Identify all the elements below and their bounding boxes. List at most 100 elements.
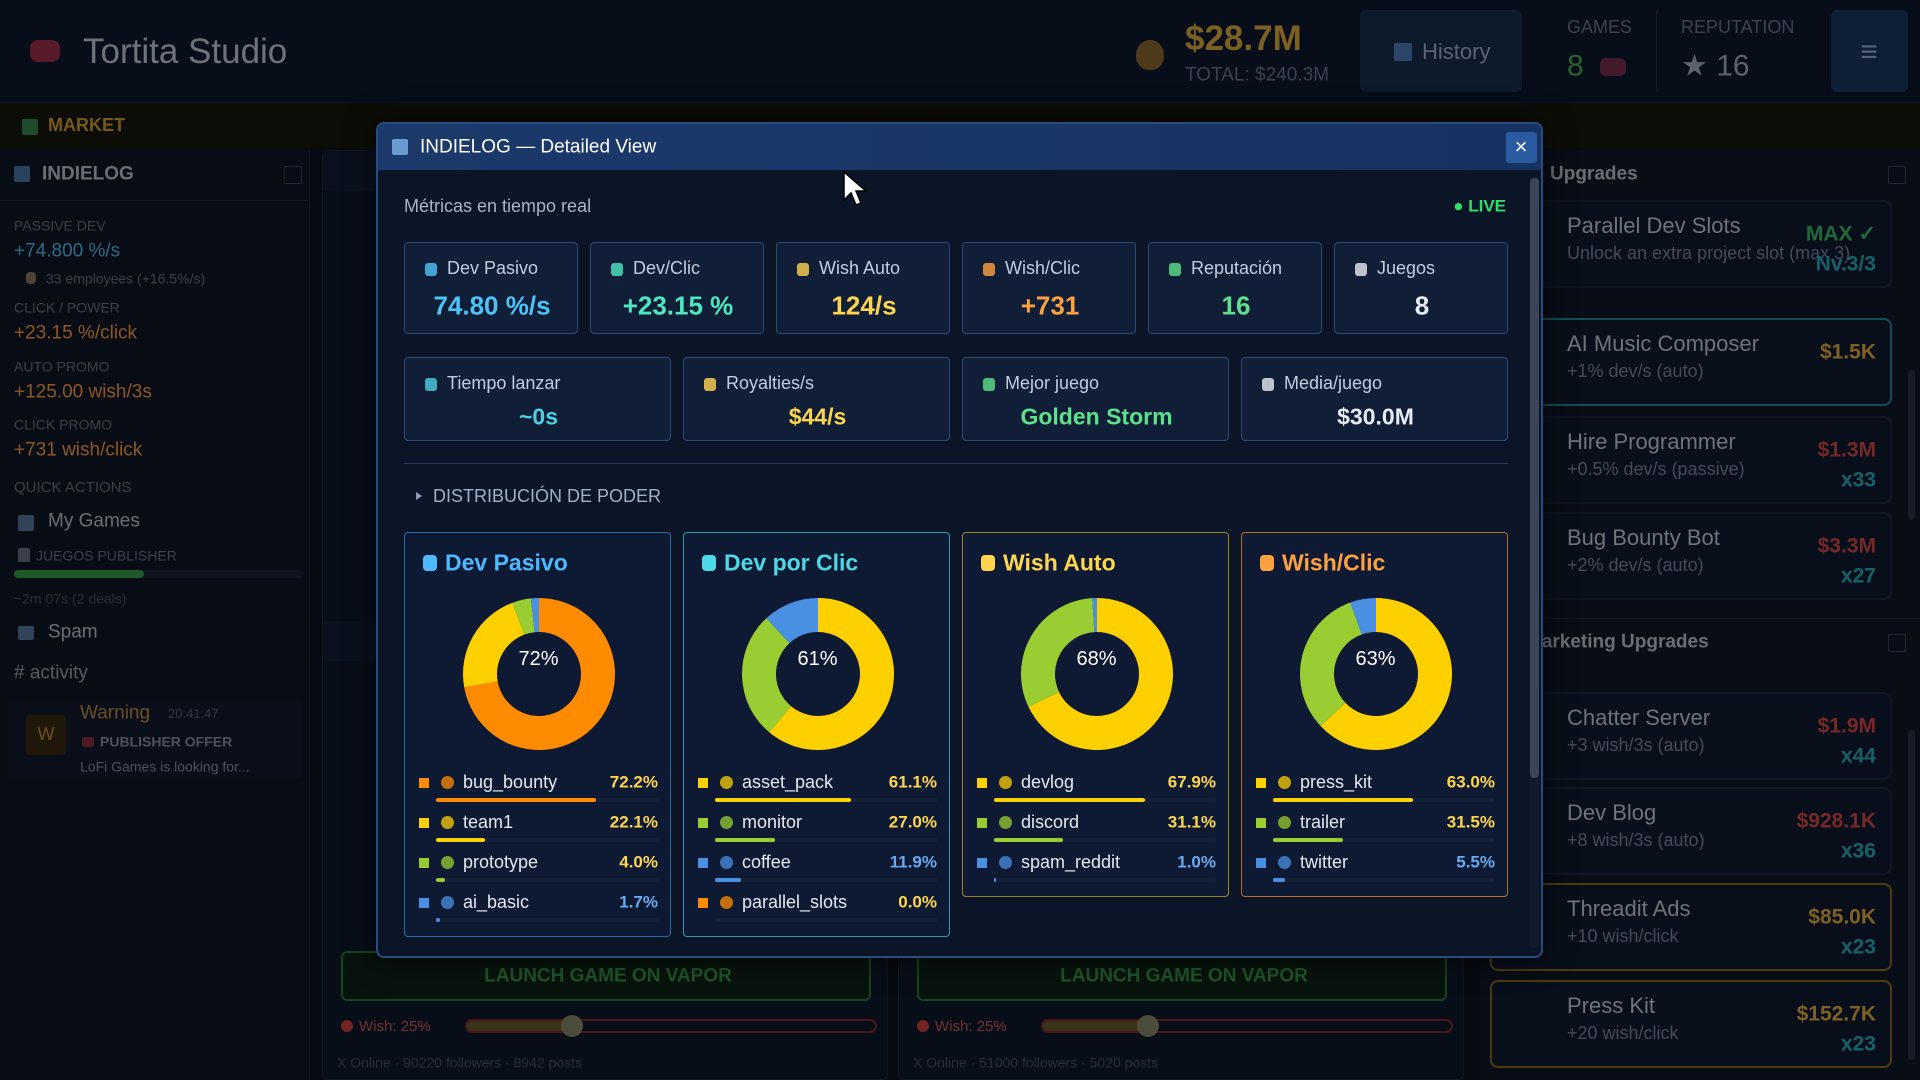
legend-swatch (698, 898, 708, 908)
sidebar: INDIELOG PASSIVE DEV +74.800 %/s 33 employe… (0, 150, 310, 1080)
item-name: coffee (742, 852, 791, 873)
upgrade-card[interactable]: Parallel Dev Slots Unlock an extra projec… (1490, 200, 1892, 288)
metric-label: Tiempo lanzar (447, 373, 561, 394)
metric-icon (797, 263, 809, 276)
upgrade-price: MAX ✓ (1805, 222, 1876, 246)
item-percent: 5.5% (1456, 852, 1495, 872)
menu-button[interactable]: ≡ (1831, 10, 1908, 92)
money-total: TOTAL: $240.3M (1185, 64, 1329, 86)
my-games[interactable]: My Games (48, 510, 140, 532)
launch-button[interactable]: LAUNCH GAME ON VAPOR (917, 951, 1447, 1001)
legend-swatch (419, 898, 429, 908)
distribution-icon (981, 555, 995, 571)
wish-knob (1137, 1015, 1159, 1037)
collapse-button[interactable] (1888, 166, 1906, 184)
donut (741, 598, 894, 750)
sidebar-title: INDIELOG (42, 163, 134, 185)
upgrade-card[interactable]: Threadit Ads +10 wish/click $85.0K x23 (1490, 883, 1892, 971)
market-tab[interactable]: MARKET (48, 115, 125, 136)
publisher-note: ~2m 07s (2 deals) (14, 590, 127, 607)
metric-card: Reputación 16 (1148, 242, 1322, 334)
upgrade-name: Threadit Ads (1567, 895, 1691, 921)
metric-label: Wish Auto (819, 258, 901, 279)
upgrade-card[interactable]: Press Kit +20 wish/click $152.7K x23 (1490, 980, 1892, 1068)
stat-label: AUTO PROMO (14, 358, 110, 375)
collapse-button[interactable] (284, 166, 302, 184)
collapse-button[interactable] (1888, 634, 1906, 652)
heart-icon (341, 1020, 353, 1032)
donut-segment (1320, 598, 1452, 750)
upgrade-card[interactable]: AI Music Composer +1% dev/s (auto) $1.5K (1490, 318, 1892, 406)
modal-icon (392, 139, 408, 155)
history-label: History (1422, 38, 1491, 64)
stat-note: 33 employees (+16.5%/s) (46, 270, 206, 287)
game-footer: X Online · 90220 followers · 8942 posts (337, 1054, 583, 1071)
metric-icon (983, 378, 995, 391)
metric-value: Golden Storm (1020, 403, 1173, 430)
item-name: asset_pack (742, 772, 834, 793)
scrollbar-thumb (1908, 730, 1915, 1060)
donut-segment (530, 598, 539, 633)
upgrade-card[interactable]: Chatter Server +3 wish/3s (auto) $1.9M x44 (1490, 692, 1892, 780)
item-percent: 72.2% (609, 772, 658, 792)
spam[interactable]: Spam (48, 621, 98, 643)
close-button[interactable]: × (1506, 132, 1537, 163)
upgrade-name: Dev Blog (1567, 799, 1657, 825)
publisher-label: JUEGOS PUBLISHER (36, 547, 177, 564)
modal: INDIELOG — Detailed View × Métricas en tie… (376, 122, 1543, 958)
legend-swatch (1256, 818, 1266, 828)
divider (0, 200, 310, 201)
wish-fill (467, 1021, 571, 1031)
upgrade-card[interactable]: Dev Blog +8 wish/3s (auto) $928.1K x36 (1490, 787, 1892, 875)
item-icon (720, 856, 733, 869)
upgrade-price: $3.3M (1817, 534, 1876, 558)
metric-icon (983, 263, 995, 276)
distribution-title: Wish Auto (1003, 549, 1116, 576)
item-bar (1273, 798, 1413, 802)
stat-value: +74.800 %/s (14, 240, 121, 262)
legend-swatch (698, 818, 708, 828)
message-time: 20:41:47 (168, 705, 219, 721)
metric-card: Wish Auto 124/s (776, 242, 950, 334)
item-bar (436, 918, 440, 922)
upgrade-card[interactable]: Bug Bounty Bot +2% dev/s (auto) $3.3M x27 (1490, 512, 1892, 600)
upgrades-panel: Upgrades Parallel Dev Slots Unlock an extr… (1480, 150, 1920, 1080)
modal-title: INDIELOG — Detailed View (420, 136, 657, 158)
metric-icon (704, 378, 716, 391)
upgrade-level: x23 (1840, 1032, 1876, 1056)
item-name: spam_reddit (1021, 852, 1121, 873)
history-button[interactable]: History (1360, 10, 1522, 92)
metric-label: Media/juego (1284, 373, 1383, 394)
item-bar-track (994, 878, 1216, 882)
message-title: Warning (80, 702, 151, 724)
wish-knob (561, 1015, 583, 1037)
stat-label: CLICK PROMO (14, 416, 113, 433)
section-title: DISTRIBUCIÓN DE PODER (433, 486, 662, 507)
tag-icon (82, 737, 94, 747)
legend-swatch (419, 858, 429, 868)
money: $28.7M (1185, 18, 1302, 58)
upgrade-desc: +1% dev/s (auto) (1567, 361, 1704, 382)
item-percent: 11.9% (889, 852, 937, 872)
games-value: 8 (1567, 49, 1584, 83)
metric-card: Mejor juego Golden Storm (962, 357, 1229, 441)
item-percent: 1.0% (1177, 852, 1216, 872)
message: W Warning 20:41:47 PUBLISHER OFFER LoFi Game… (8, 700, 302, 778)
donut-center-label: 63% (1355, 648, 1396, 670)
item-name: team1 (463, 812, 514, 833)
collapse-arrow[interactable] (416, 492, 422, 500)
item-icon (441, 816, 454, 829)
item-percent: 22.1% (609, 812, 658, 832)
distribution-card: Dev Pasivo 72% bug_bounty 72.2% team1 22.1% pr… (404, 532, 671, 937)
stat-value: +125.00 wish/3s (14, 381, 152, 403)
legend-swatch (977, 818, 987, 828)
scrollbar-thumb (1530, 178, 1539, 778)
upgrade-card[interactable]: Hire Programmer +0.5% dev/s (passive) $1.3… (1490, 416, 1892, 504)
metric-label: Juegos (1377, 258, 1436, 279)
donut (1020, 598, 1173, 750)
metric-label: Wish/Clic (1005, 258, 1080, 279)
activity-label: # activity (14, 662, 88, 684)
item-bar-track (1273, 838, 1495, 842)
item-icon (999, 776, 1012, 789)
